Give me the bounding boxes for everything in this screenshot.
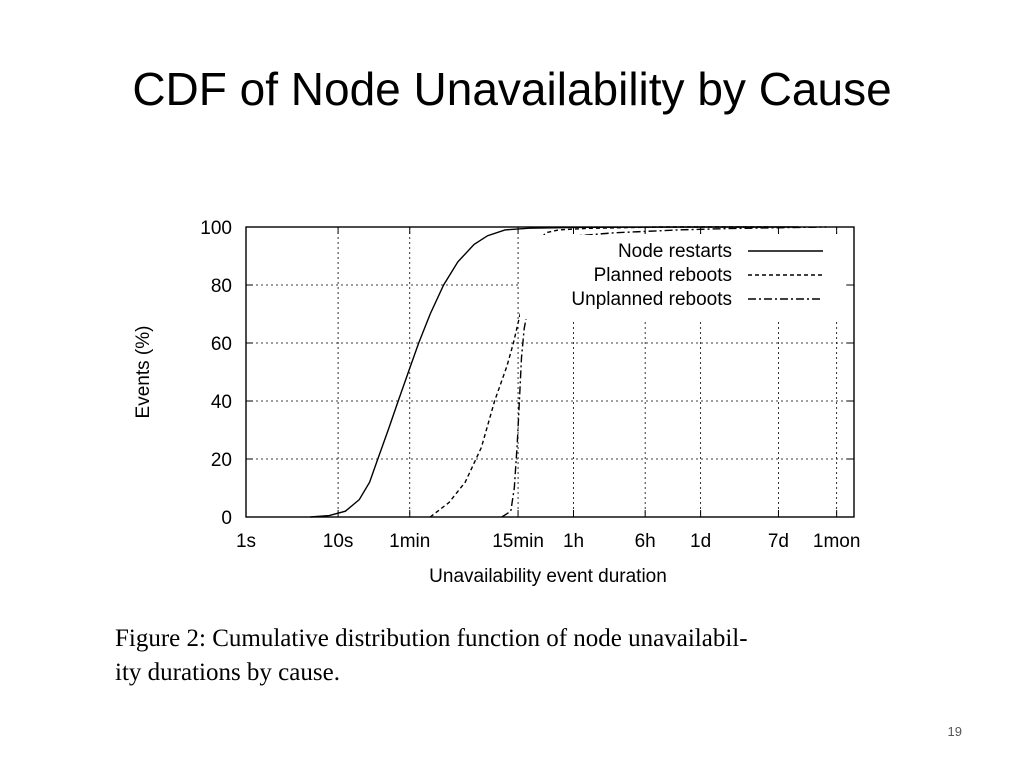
y-tick-label: 80 <box>211 276 232 297</box>
chart-series <box>310 226 827 518</box>
page-number: 19 <box>947 724 962 739</box>
x-tick-label: 6h <box>635 531 656 552</box>
x-tick-label: 1min <box>389 531 430 552</box>
caption-line-2: ity durations by cause. <box>115 659 340 686</box>
figure-caption: Figure 2: Cumulative distribution functi… <box>115 622 915 690</box>
plot-frame <box>245 226 855 518</box>
legend-label: Node restarts <box>618 241 732 262</box>
chart-grid <box>246 227 854 517</box>
caption-line-1: Figure 2: Cumulative distribution functi… <box>115 625 748 652</box>
y-axis-label: Events (%) <box>133 326 154 419</box>
cdf-chart: Node restarts Planned reboots Unplanned re… <box>120 205 900 600</box>
series-line-unplanned-reboots <box>501 226 827 518</box>
legend-label: Planned reboots <box>594 265 732 286</box>
x-tick-label: 15min <box>492 531 544 552</box>
y-tick-label: 40 <box>211 392 232 413</box>
x-tick-label: 1s <box>236 531 256 552</box>
chart-legend: Node restarts Planned reboots Unplanned re… <box>571 241 823 310</box>
y-tick-label: 0 <box>221 508 232 529</box>
chart-svg: Node restarts Planned reboots Unplanned re… <box>133 218 860 587</box>
x-tick-label: 10s <box>323 531 354 552</box>
x-tick-label: 1h <box>563 531 584 552</box>
x-tick-label: 1mon <box>813 531 861 552</box>
x-tick-label: 7d <box>768 531 789 552</box>
x-axis-label: Unavailability event duration <box>429 566 667 587</box>
y-tick-label: 60 <box>211 334 232 355</box>
legend-label: Unplanned reboots <box>571 289 732 310</box>
slide-title: CDF of Node Unavailability by Cause <box>132 63 892 115</box>
y-tick-label: 20 <box>211 450 232 471</box>
x-tick-label: 1d <box>690 531 711 552</box>
series-line-node-restarts <box>310 226 799 518</box>
y-tick-label: 100 <box>200 218 232 239</box>
chart-ticks: 1s 10s 1min 15min 1h 6h 1d 7d 1mon 0 20 40 60 80 100 <box>200 218 860 552</box>
legend-background <box>520 235 845 319</box>
